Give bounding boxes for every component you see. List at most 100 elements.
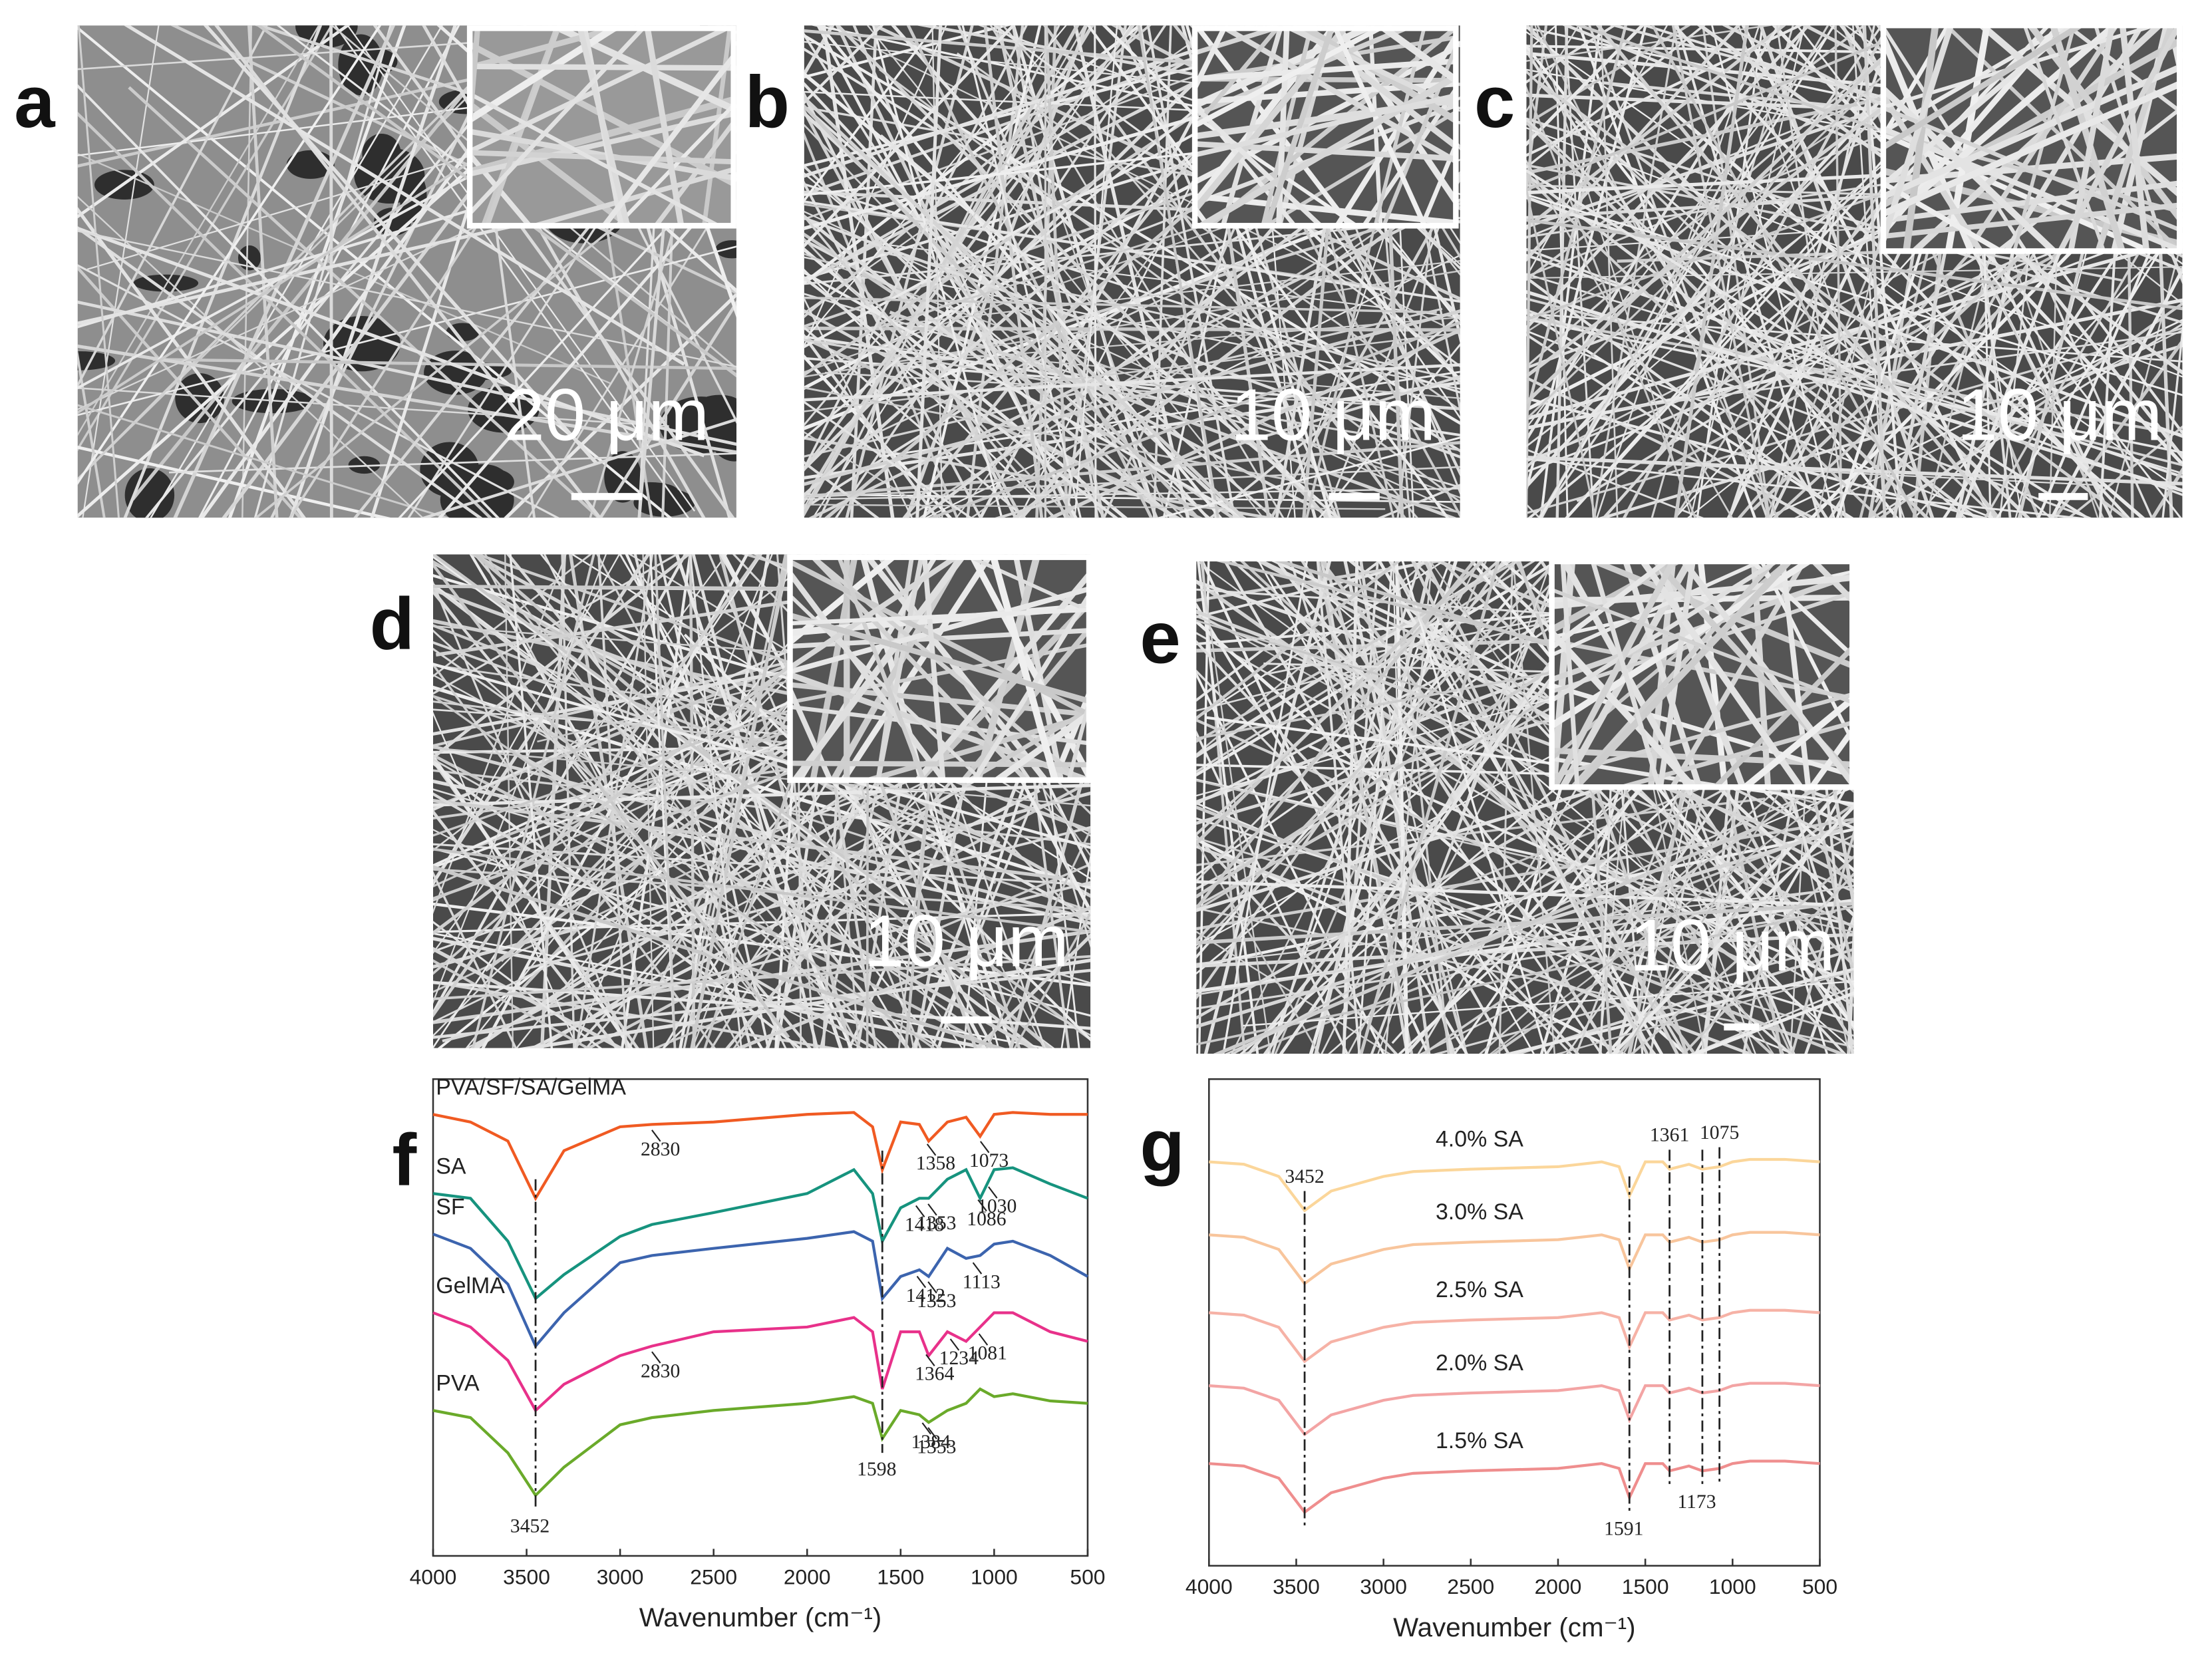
x-tick-label: 3500: [503, 1565, 550, 1588]
x-tick-label: 4000: [410, 1565, 457, 1588]
peak-pointer: [921, 1422, 931, 1435]
peak-label: 1364: [915, 1364, 955, 1385]
peak-pointer: [916, 1275, 927, 1288]
peak-pointer: [927, 1203, 937, 1216]
spectrum: [1209, 1231, 1820, 1286]
scale-label: 10 μm: [1630, 905, 1835, 986]
peak-label: 1113: [963, 1271, 1001, 1292]
inset-border: [787, 554, 1092, 783]
reference-label: 1173: [1677, 1491, 1716, 1513]
reference-label: 1075: [1700, 1122, 1739, 1143]
x-tick-label: 2500: [690, 1565, 737, 1588]
series-label: 2.0% SA: [1436, 1350, 1523, 1376]
plot-frame: [432, 1078, 1089, 1557]
peak-pointer: [980, 1141, 990, 1153]
peak-pointer: [972, 1262, 983, 1275]
peak-label: 1353: [917, 1290, 956, 1312]
sem-inset: [1883, 25, 2180, 251]
peak-label: 1384: [911, 1432, 951, 1453]
peak-pointer: [927, 1281, 937, 1294]
spectrum: [432, 1311, 1088, 1413]
panel-label: f: [393, 1119, 417, 1201]
peak-label: 2830: [641, 1360, 680, 1382]
sem-inset: [1551, 561, 1853, 788]
reference-label: 1591: [1604, 1518, 1643, 1539]
series-label: GelMA: [436, 1273, 505, 1298]
panel-label: g: [1140, 1105, 1184, 1187]
x-tick-label: 1000: [971, 1565, 1018, 1588]
spectrum: [1209, 1308, 1820, 1364]
peak-pointer: [927, 1427, 937, 1439]
reference-label: 3452: [510, 1515, 550, 1537]
panel-label: e: [1140, 597, 1180, 679]
inset-border: [1880, 22, 2183, 254]
peak-pointer: [651, 1130, 661, 1142]
peak-label: 1418: [905, 1215, 944, 1236]
spectrum: [1209, 1382, 1820, 1437]
peak-pointer: [949, 1338, 960, 1351]
x-tick-label: 2000: [784, 1565, 831, 1588]
x-tick-label: 4000: [1185, 1575, 1233, 1598]
reference-label: 3452: [1285, 1166, 1324, 1187]
panel-label: b: [745, 61, 790, 143]
scale-label: 10 μm: [1957, 375, 2163, 456]
scale-label: 10 μm: [864, 901, 1069, 982]
peak-label: 1073: [969, 1150, 1009, 1171]
plot-frame: [1208, 1078, 1821, 1567]
peak-label: 1353: [917, 1436, 956, 1457]
scale-label: 20 μm: [504, 375, 710, 456]
x-tick-label: 3000: [597, 1565, 644, 1588]
peak-pointer: [925, 1354, 935, 1367]
peak-label: 1412: [906, 1285, 945, 1306]
series-label: SA: [436, 1154, 466, 1179]
peak-label: 1081: [968, 1342, 1007, 1364]
series-label: 3.0% SA: [1436, 1199, 1523, 1225]
sem-inset: [790, 557, 1090, 780]
peak-pointer: [988, 1186, 998, 1199]
x-tick-label: 2000: [1535, 1575, 1582, 1598]
x-tick-label: 1500: [1622, 1575, 1669, 1598]
panel-label: a: [14, 61, 56, 143]
peak-label: 1234: [939, 1348, 979, 1369]
x-tick-label: 500: [1802, 1575, 1837, 1598]
series-label: 4.0% SA: [1436, 1126, 1523, 1151]
peak-label: 1358: [916, 1153, 955, 1174]
x-tick-label: 3500: [1273, 1575, 1320, 1598]
inset-border: [1191, 25, 1459, 229]
inset-border: [1549, 558, 1855, 790]
spectrum: [432, 1230, 1088, 1349]
x-tick-label: 2500: [1447, 1575, 1494, 1598]
series-label: PVA: [436, 1371, 480, 1396]
series-label: SF: [436, 1194, 464, 1219]
x-axis-label: Wavenumber (cm⁻¹): [1393, 1612, 1635, 1642]
series-label: 1.5% SA: [1436, 1428, 1523, 1453]
x-tick-label: 1000: [1709, 1575, 1756, 1598]
x-tick-label: 500: [1070, 1565, 1105, 1588]
peak-label: 1086: [967, 1209, 1006, 1230]
spectrum: [432, 1166, 1088, 1301]
panel-label: d: [370, 583, 414, 665]
spectrum: [432, 1387, 1088, 1498]
peak-label: 2830: [641, 1139, 680, 1160]
peak-pointer: [978, 1333, 989, 1346]
peak-label: 1030: [977, 1195, 1017, 1217]
scale-label: 10 μm: [1231, 375, 1436, 456]
peak-pointer: [915, 1205, 925, 1218]
x-axis-label: Wavenumber (cm⁻¹): [639, 1602, 881, 1632]
x-tick-label: 3000: [1360, 1575, 1407, 1598]
series-label: PVA/SF/SA/GelMA: [436, 1075, 626, 1100]
panel-label: c: [1474, 61, 1515, 143]
spectrum: [432, 1111, 1088, 1201]
reference-label: 1361: [1650, 1125, 1689, 1146]
x-tick-label: 1500: [877, 1565, 924, 1588]
sem-inset: [1195, 28, 1456, 226]
reference-label: 1598: [857, 1459, 896, 1480]
spectrum: [1209, 1459, 1820, 1515]
sem-inset: [470, 28, 734, 226]
series-label: 2.5% SA: [1436, 1277, 1523, 1302]
spectrum: [1209, 1157, 1820, 1213]
peak-pointer: [651, 1351, 661, 1364]
inset-border: [466, 25, 736, 229]
peak-pointer: [926, 1143, 937, 1156]
